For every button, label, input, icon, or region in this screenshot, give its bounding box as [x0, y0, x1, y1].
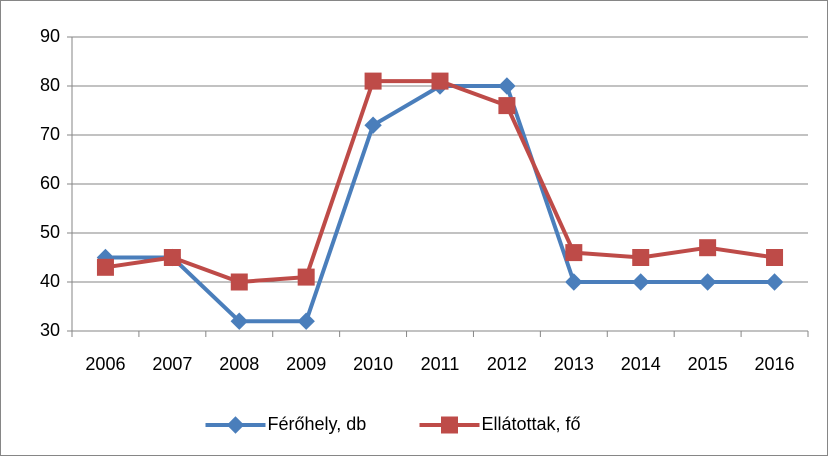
- legend-marker: [441, 416, 458, 434]
- point-marker: [431, 72, 449, 90]
- point-marker: [498, 77, 516, 95]
- point-marker: [632, 249, 650, 266]
- y-tick-label: 70: [40, 124, 60, 144]
- point-marker: [230, 312, 248, 330]
- point-marker: [632, 273, 650, 291]
- point-marker: [699, 239, 717, 257]
- x-tick-label: 2007: [152, 354, 192, 374]
- y-tick-label: 50: [40, 222, 60, 242]
- x-tick-label: 2015: [688, 354, 728, 374]
- x-tick-label: 2010: [353, 354, 393, 374]
- x-tick-label: 2008: [219, 354, 259, 374]
- point-marker: [364, 72, 382, 90]
- y-tick-label: 40: [40, 271, 60, 291]
- x-tick-label: 2012: [487, 354, 527, 374]
- x-tick-label: 2006: [85, 354, 125, 374]
- x-tick-label: 2016: [755, 354, 795, 374]
- x-tick-label: 2013: [554, 354, 594, 374]
- y-tick-label: 60: [40, 173, 60, 193]
- point-marker: [297, 312, 315, 330]
- y-tick-label: 30: [40, 320, 60, 340]
- point-marker: [297, 268, 315, 286]
- y-tick-label: 80: [40, 75, 60, 95]
- legend-marker: [226, 416, 245, 434]
- point-marker: [498, 97, 516, 115]
- point-marker: [565, 244, 583, 262]
- point-marker: [163, 249, 181, 266]
- point-marker: [364, 116, 382, 134]
- point-marker: [96, 258, 114, 276]
- legend-label: Ellátottak, fő: [482, 414, 581, 434]
- y-tick-label: 90: [40, 26, 60, 46]
- x-tick-label: 2014: [621, 354, 661, 374]
- point-marker: [765, 273, 784, 291]
- x-tick-label: 2011: [421, 354, 460, 374]
- point-marker: [230, 273, 248, 291]
- point-marker: [698, 273, 717, 291]
- point-marker: [766, 249, 784, 266]
- legend-label: Férőhely, db: [268, 414, 367, 434]
- x-tick-label: 2009: [286, 354, 326, 374]
- point-marker: [565, 273, 583, 291]
